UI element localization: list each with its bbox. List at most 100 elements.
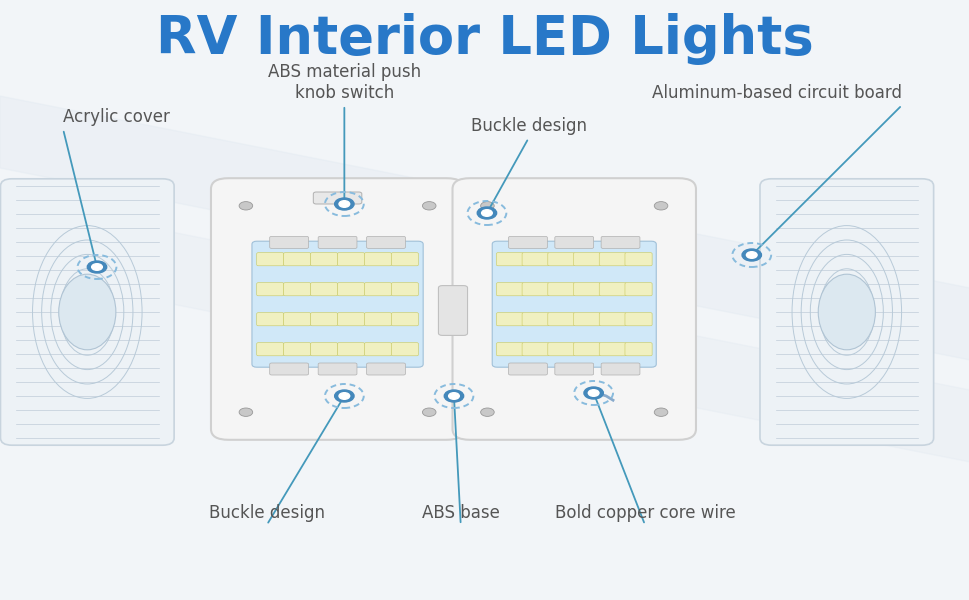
FancyBboxPatch shape	[364, 313, 391, 326]
FancyBboxPatch shape	[318, 236, 357, 248]
FancyBboxPatch shape	[452, 178, 695, 440]
Text: Buckle design: Buckle design	[208, 504, 325, 522]
Circle shape	[238, 408, 252, 416]
FancyBboxPatch shape	[391, 313, 418, 326]
FancyBboxPatch shape	[310, 343, 337, 356]
Circle shape	[745, 252, 756, 258]
FancyBboxPatch shape	[337, 313, 364, 326]
FancyBboxPatch shape	[599, 283, 626, 296]
Circle shape	[238, 202, 252, 210]
FancyBboxPatch shape	[573, 313, 600, 326]
Circle shape	[92, 263, 103, 270]
FancyBboxPatch shape	[364, 283, 391, 296]
Circle shape	[87, 261, 107, 273]
Circle shape	[448, 392, 459, 400]
FancyBboxPatch shape	[257, 283, 284, 296]
Circle shape	[583, 387, 603, 399]
Circle shape	[339, 392, 349, 400]
FancyBboxPatch shape	[283, 253, 310, 266]
FancyBboxPatch shape	[337, 253, 364, 266]
FancyBboxPatch shape	[210, 178, 463, 440]
FancyBboxPatch shape	[759, 179, 932, 445]
FancyBboxPatch shape	[547, 313, 575, 326]
FancyBboxPatch shape	[269, 363, 308, 375]
FancyBboxPatch shape	[624, 283, 651, 296]
FancyBboxPatch shape	[310, 253, 337, 266]
Circle shape	[422, 202, 435, 210]
FancyBboxPatch shape	[496, 253, 523, 266]
Circle shape	[477, 207, 496, 219]
Circle shape	[339, 200, 349, 208]
Text: Aluminum-based circuit board: Aluminum-based circuit board	[651, 84, 901, 102]
Circle shape	[653, 202, 667, 210]
FancyBboxPatch shape	[508, 236, 547, 248]
Text: ABS base: ABS base	[422, 504, 499, 522]
FancyBboxPatch shape	[337, 343, 364, 356]
Circle shape	[653, 408, 667, 416]
FancyBboxPatch shape	[283, 283, 310, 296]
Text: ABS material push
knob switch: ABS material push knob switch	[267, 63, 421, 102]
FancyBboxPatch shape	[313, 192, 361, 204]
Polygon shape	[0, 96, 969, 360]
FancyBboxPatch shape	[438, 286, 467, 335]
Ellipse shape	[59, 274, 115, 350]
Polygon shape	[0, 198, 969, 462]
FancyBboxPatch shape	[554, 363, 593, 375]
FancyBboxPatch shape	[573, 343, 600, 356]
FancyBboxPatch shape	[257, 343, 284, 356]
FancyBboxPatch shape	[624, 343, 651, 356]
FancyBboxPatch shape	[496, 343, 523, 356]
FancyBboxPatch shape	[318, 363, 357, 375]
FancyBboxPatch shape	[391, 343, 418, 356]
Text: Acrylic cover: Acrylic cover	[63, 108, 170, 126]
Circle shape	[481, 209, 491, 216]
FancyBboxPatch shape	[364, 253, 391, 266]
FancyBboxPatch shape	[573, 253, 600, 266]
Circle shape	[741, 249, 761, 261]
FancyBboxPatch shape	[508, 363, 547, 375]
FancyBboxPatch shape	[496, 313, 523, 326]
FancyBboxPatch shape	[521, 283, 548, 296]
FancyBboxPatch shape	[599, 343, 626, 356]
FancyBboxPatch shape	[601, 363, 640, 375]
FancyBboxPatch shape	[283, 313, 310, 326]
FancyBboxPatch shape	[599, 313, 626, 326]
FancyBboxPatch shape	[521, 343, 548, 356]
FancyBboxPatch shape	[496, 283, 523, 296]
Text: RV Interior LED Lights: RV Interior LED Lights	[156, 13, 813, 65]
Circle shape	[422, 408, 435, 416]
FancyBboxPatch shape	[547, 343, 575, 356]
FancyBboxPatch shape	[257, 313, 284, 326]
Circle shape	[334, 198, 354, 210]
FancyBboxPatch shape	[310, 283, 337, 296]
FancyBboxPatch shape	[257, 253, 284, 266]
FancyBboxPatch shape	[337, 283, 364, 296]
Circle shape	[480, 408, 493, 416]
Text: Bold copper core wire: Bold copper core wire	[554, 504, 735, 522]
FancyBboxPatch shape	[521, 313, 548, 326]
FancyBboxPatch shape	[366, 236, 405, 248]
FancyBboxPatch shape	[252, 241, 422, 367]
FancyBboxPatch shape	[1, 179, 174, 445]
FancyBboxPatch shape	[391, 253, 418, 266]
FancyBboxPatch shape	[547, 253, 575, 266]
FancyBboxPatch shape	[269, 236, 308, 248]
Circle shape	[334, 390, 354, 402]
FancyBboxPatch shape	[624, 253, 651, 266]
FancyBboxPatch shape	[521, 253, 548, 266]
FancyBboxPatch shape	[391, 283, 418, 296]
FancyBboxPatch shape	[310, 313, 337, 326]
FancyBboxPatch shape	[599, 253, 626, 266]
FancyBboxPatch shape	[491, 241, 656, 367]
Circle shape	[587, 390, 598, 397]
Circle shape	[480, 202, 493, 210]
Text: Buckle design: Buckle design	[470, 117, 586, 135]
FancyBboxPatch shape	[624, 313, 651, 326]
FancyBboxPatch shape	[364, 343, 391, 356]
FancyBboxPatch shape	[601, 236, 640, 248]
FancyBboxPatch shape	[573, 283, 600, 296]
FancyBboxPatch shape	[366, 363, 405, 375]
Ellipse shape	[818, 274, 874, 350]
FancyBboxPatch shape	[283, 343, 310, 356]
FancyBboxPatch shape	[547, 283, 575, 296]
